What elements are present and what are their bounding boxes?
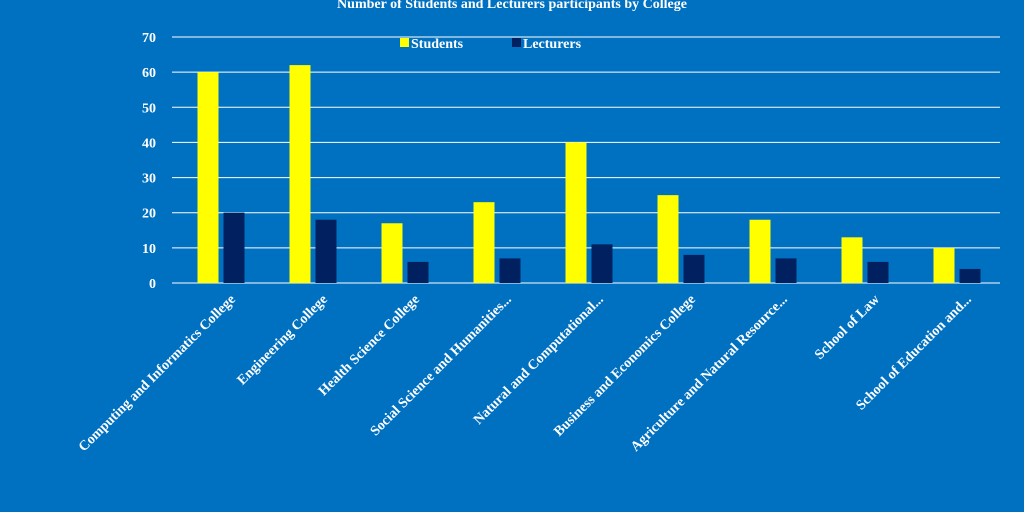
- x-tick-label: Agriculture and Natural Resource...: [628, 292, 791, 455]
- legend-label: Lecturers: [523, 37, 582, 52]
- lecturers-bar: [591, 244, 613, 283]
- chart-legend: Students Lecturers: [400, 37, 582, 52]
- x-axis-ticks: Computing and Informatics CollegeEnginee…: [76, 292, 975, 455]
- students-bar: [749, 219, 771, 283]
- bar-group: [749, 219, 797, 283]
- lecturers-bar: [315, 219, 337, 283]
- chart-title: Number of Students and Lecturers partici…: [337, 0, 687, 12]
- y-tick-label: 60: [142, 66, 156, 81]
- lecturers-bar: [867, 261, 889, 283]
- y-tick-label: 20: [142, 207, 156, 222]
- legend-item: Students: [400, 37, 464, 52]
- bar-group: [381, 223, 429, 283]
- students-bar: [381, 223, 403, 283]
- students-bar: [841, 237, 863, 283]
- bar-group: [289, 65, 337, 283]
- bar-group: [197, 72, 245, 284]
- y-tick-label: 50: [142, 101, 156, 116]
- chart-bars: [197, 65, 981, 284]
- y-axis-ticks: 0 10 20 30 40 50 60 70: [142, 31, 156, 292]
- bar-group: [657, 195, 705, 283]
- bar-group: [933, 247, 981, 283]
- y-tick-label: 10: [142, 242, 156, 257]
- students-bar: [565, 142, 587, 283]
- legend-label: Students: [411, 37, 464, 52]
- legend-item: Lecturers: [512, 37, 582, 52]
- students-bar: [657, 195, 679, 283]
- lecturers-bar: [683, 254, 705, 283]
- x-tick-label: Engineering College: [235, 292, 331, 388]
- lecturers-bar: [499, 258, 521, 283]
- y-tick-label: 30: [142, 172, 156, 187]
- lecturers-bar: [775, 258, 797, 283]
- bar-group: [565, 142, 613, 283]
- lecturers-bar: [223, 212, 245, 283]
- x-tick-label: Health Science College: [316, 292, 423, 399]
- bar-group: [841, 237, 889, 283]
- y-tick-label: 0: [149, 277, 156, 292]
- students-bar: [933, 247, 955, 283]
- students-bar: [197, 72, 219, 284]
- y-tick-label: 70: [142, 31, 156, 46]
- legend-swatch: [512, 38, 521, 47]
- y-tick-label: 40: [142, 136, 156, 151]
- lecturers-bar: [959, 268, 981, 283]
- x-tick-label: School of Law: [812, 292, 883, 363]
- x-tick-label: Computing and Informatics College: [76, 292, 239, 455]
- students-bar: [289, 65, 311, 283]
- legend-swatch: [400, 38, 409, 47]
- students-bar: [473, 202, 495, 283]
- bar-group: [473, 202, 521, 283]
- lecturers-bar: [407, 261, 429, 283]
